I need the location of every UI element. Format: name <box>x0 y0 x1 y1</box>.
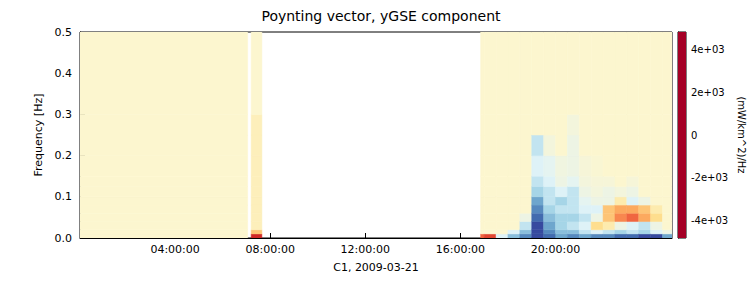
svg-text:(mW/km^2)/Hz: (mW/km^2)/Hz <box>736 96 747 173</box>
svg-text:0.0: 0.0 <box>55 232 73 245</box>
svg-text:2e+03: 2e+03 <box>691 87 725 98</box>
svg-text:04:00:00: 04:00:00 <box>150 243 199 256</box>
svg-text:4e+03: 4e+03 <box>691 44 725 55</box>
svg-text:08:00:00: 08:00:00 <box>245 243 294 256</box>
svg-text:0: 0 <box>691 130 697 141</box>
svg-text:C1, 2009-03-21: C1, 2009-03-21 <box>333 261 419 274</box>
svg-text:Poynting vector, yGSE componen: Poynting vector, yGSE component <box>261 8 501 24</box>
svg-text:-4e+03: -4e+03 <box>691 215 728 226</box>
svg-text:20:00:00: 20:00:00 <box>531 243 580 256</box>
svg-text:0.1: 0.1 <box>55 190 73 203</box>
svg-text:0.5: 0.5 <box>55 26 73 39</box>
svg-text:12:00:00: 12:00:00 <box>341 243 390 256</box>
svg-text:0.2: 0.2 <box>55 149 73 162</box>
svg-text:-2e+03: -2e+03 <box>691 172 728 183</box>
svg-text:Frequency [Hz]: Frequency [Hz] <box>32 94 45 177</box>
svg-text:0.3: 0.3 <box>55 108 73 121</box>
svg-text:0.4: 0.4 <box>55 67 73 80</box>
svg-text:16:00:00: 16:00:00 <box>436 243 485 256</box>
